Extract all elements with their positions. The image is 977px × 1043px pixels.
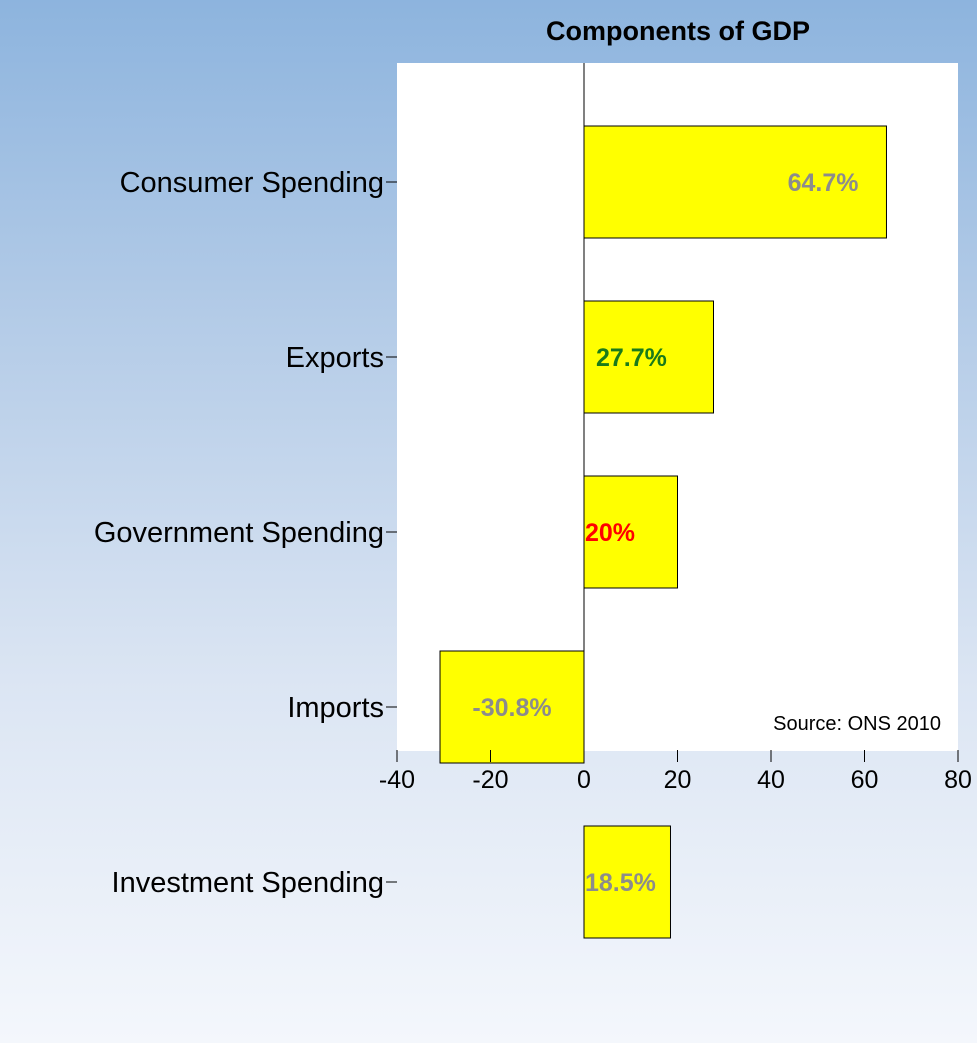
bar-investment-spending <box>583 825 671 939</box>
x-tick-label: 0 <box>577 766 591 794</box>
bar-government-spending <box>583 475 678 589</box>
data-label: -30.8% <box>472 694 551 722</box>
x-axis: -40 -20 0 20 40 60 80 <box>379 750 972 794</box>
x-tick-label: 40 <box>757 766 785 794</box>
x-tick-label: 20 <box>664 766 692 794</box>
data-label: 20% <box>585 519 635 547</box>
x-tick-label: 80 <box>944 766 972 794</box>
bar-group: 64.7% 27.7% 20% -30.8% 18.5% <box>439 63 887 939</box>
bar-imports <box>439 650 585 764</box>
category-label: Consumer Spending <box>120 167 384 199</box>
data-label: 64.7% <box>788 169 859 197</box>
bar-exports <box>583 300 714 414</box>
category-label: Imports <box>287 692 384 724</box>
data-label: 18.5% <box>585 869 656 897</box>
category-label: Investment Spending <box>112 867 384 899</box>
x-tick-label: -20 <box>472 766 508 794</box>
category-label: Government Spending <box>94 517 384 549</box>
data-label: 27.7% <box>596 344 667 372</box>
chart-title: Components of GDP <box>546 16 810 46</box>
x-tick-label: 60 <box>851 766 879 794</box>
category-label-group: Consumer Spending Exports Government Spend… <box>94 167 397 899</box>
bar-consumer-spending <box>583 125 887 239</box>
x-tick-label: -40 <box>379 766 415 794</box>
source-note: Source: ONS 2010 <box>773 713 941 735</box>
category-label: Exports <box>286 342 384 374</box>
